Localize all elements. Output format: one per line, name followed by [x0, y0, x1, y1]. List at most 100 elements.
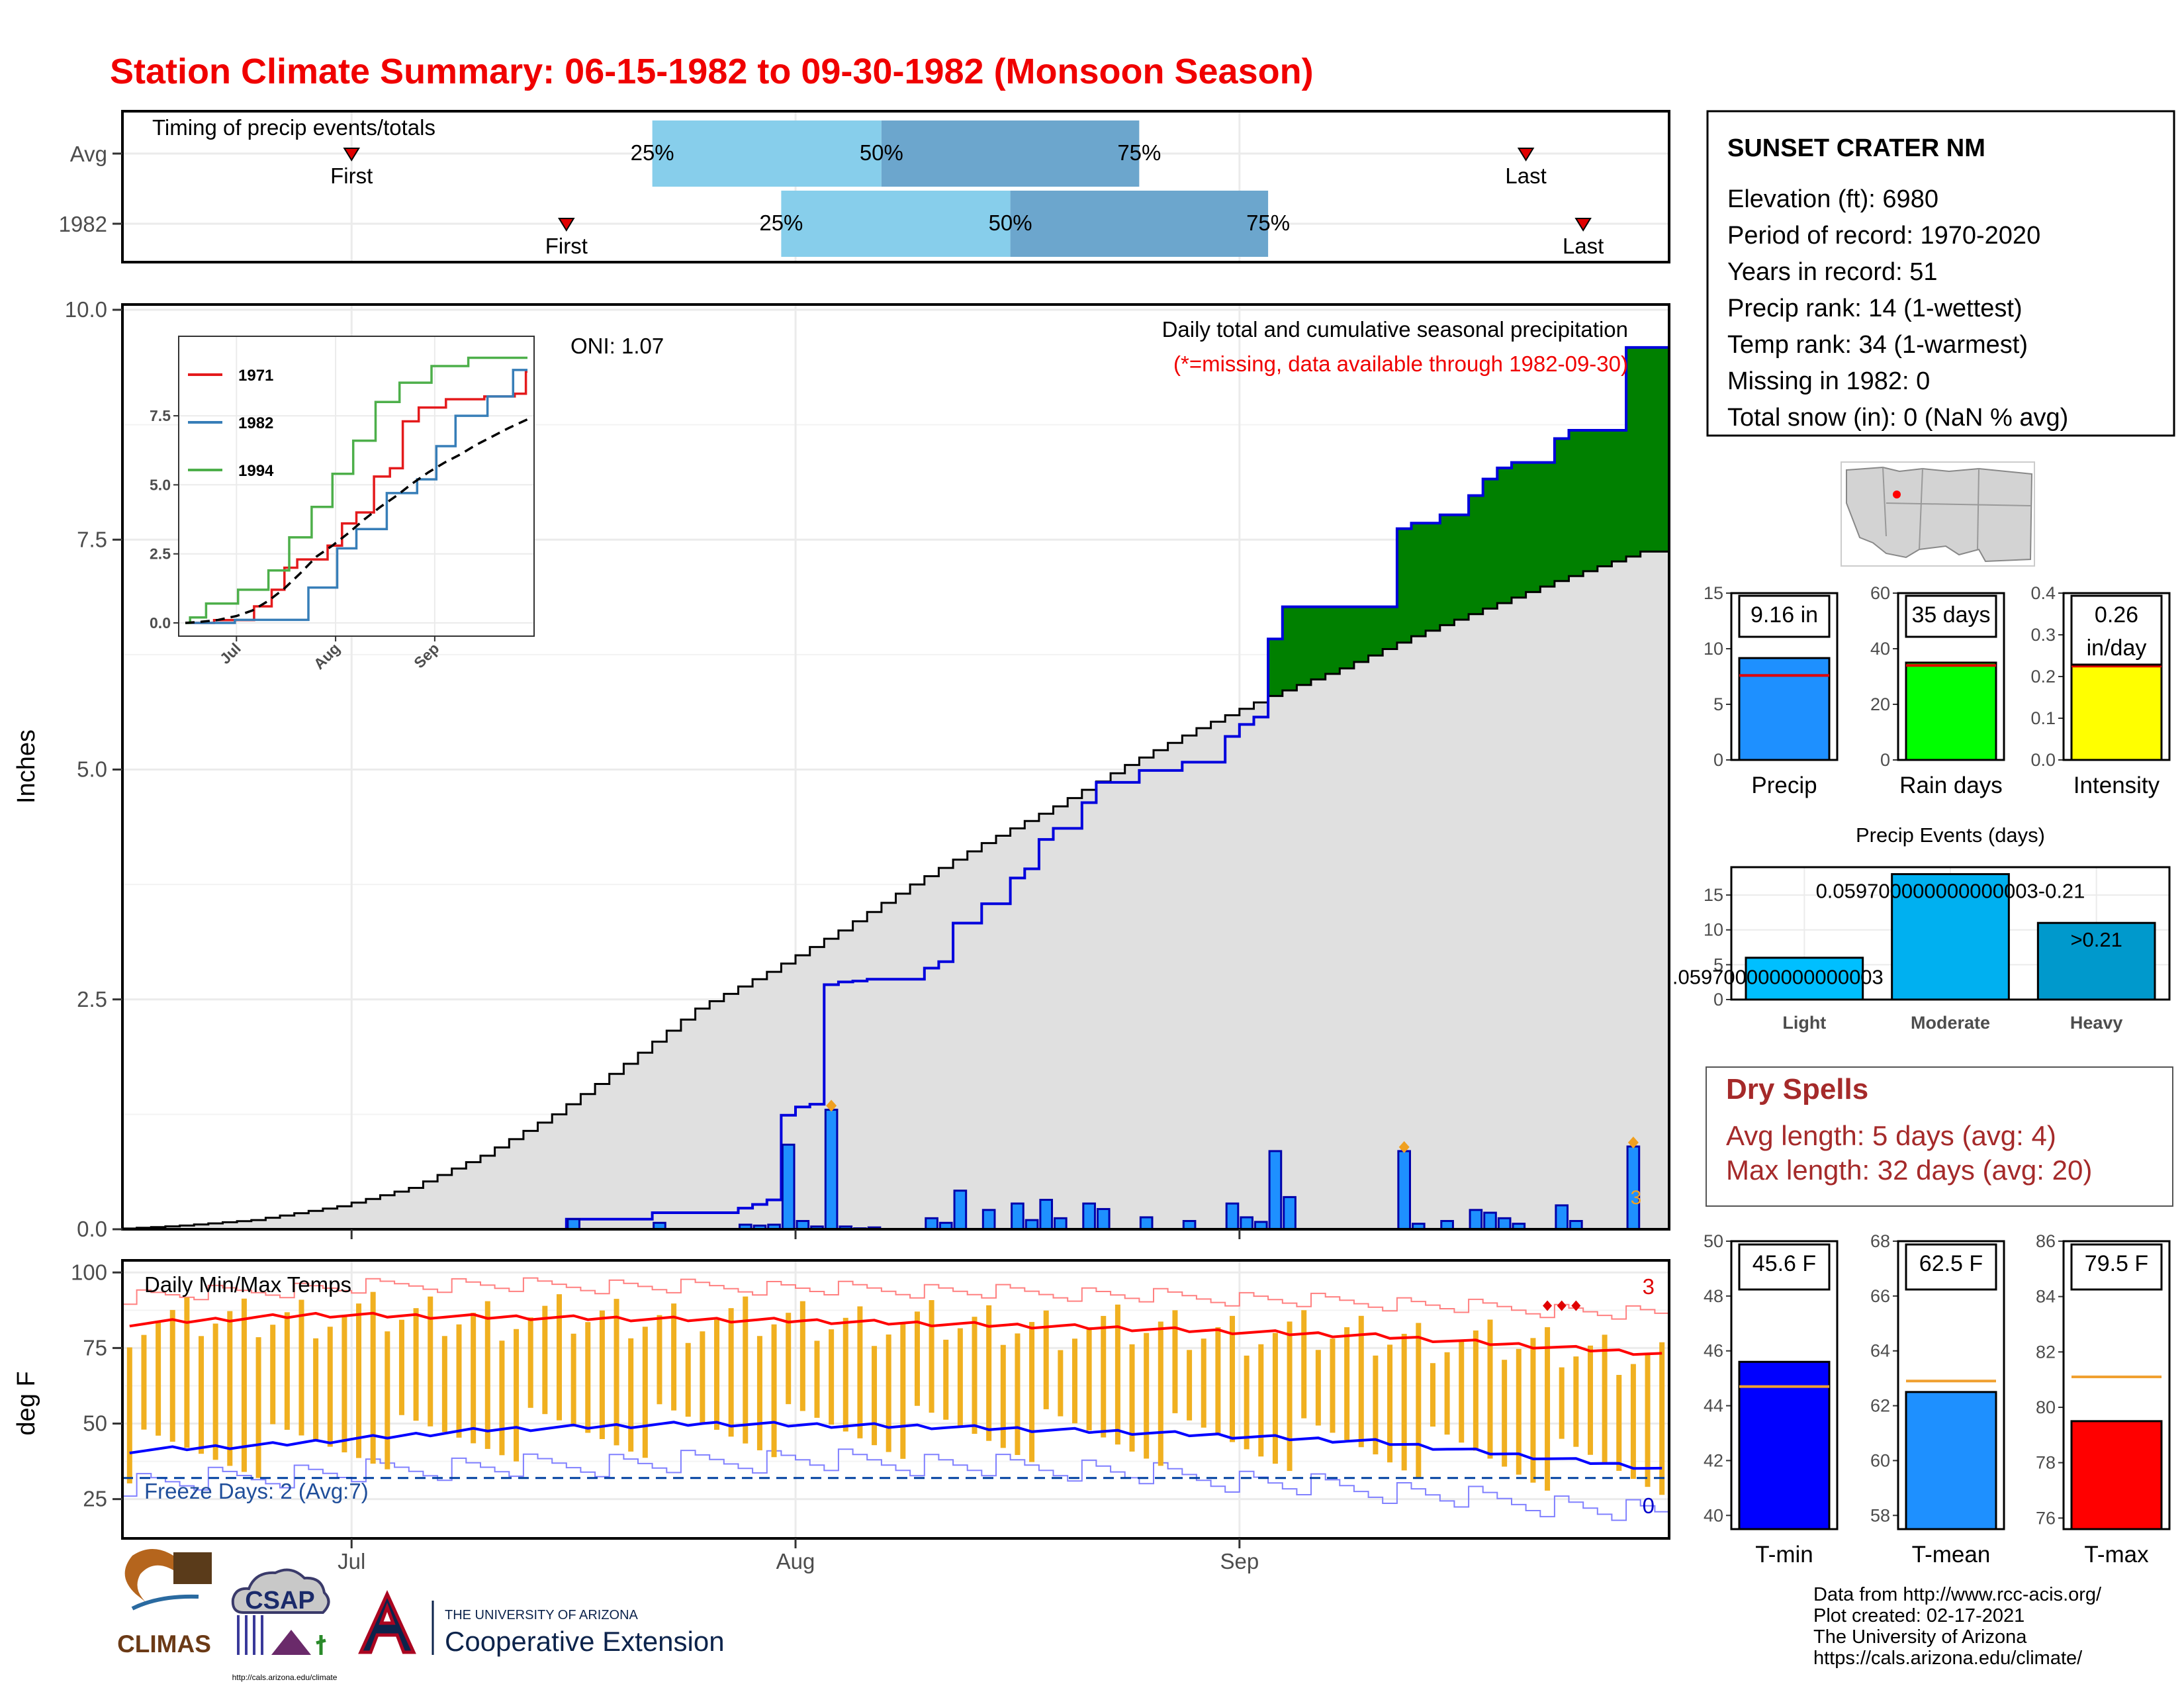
ua-logo: THE UNIVERSITY OF ARIZONA Cooperative Ex…: [358, 1589, 725, 1657]
inset-y-tick-label: 0.0: [150, 614, 171, 632]
temp-range-bar: [957, 1328, 963, 1427]
summary-value-label: 9.16 in: [1751, 602, 1818, 628]
temp-summary-y-tick-label: 48: [1704, 1286, 1723, 1306]
precip-flag-marker: [1627, 1136, 1639, 1149]
temp-range-bar: [385, 1331, 390, 1470]
summary-chart-2: 0.0 0.1 0.2 0.3 0.4 0.26 in/day Intensity: [2030, 583, 2171, 798]
temp-summary-y-tick-label: 60: [1870, 1450, 1890, 1470]
inset-legend-label-1982: 1982: [238, 414, 273, 432]
temp-range-bar: [1272, 1333, 1278, 1464]
timing-last-marker: [1574, 218, 1592, 232]
timing-first-marker: [343, 148, 361, 162]
temp-panel-label: Daily Min/Max Temps: [144, 1272, 351, 1297]
hot-day-marker: [1543, 1300, 1553, 1311]
temp-summary-y-tick-label: 58: [1870, 1505, 1890, 1525]
temp-summary-y-tick-label: 80: [2036, 1397, 2056, 1417]
temp-range-bar: [327, 1327, 333, 1447]
temp-range-bar: [714, 1319, 720, 1430]
temp-range-bar: [1244, 1355, 1250, 1450]
temp-range-bar: [671, 1303, 677, 1411]
temp-range-bar: [814, 1340, 820, 1418]
timing-quartile-label: 50%: [989, 211, 1032, 235]
precip-bar: [1397, 1150, 1411, 1231]
temp-range-bar: [1459, 1341, 1465, 1443]
summary-chart-0: 0 5 10 15 9.16 in Precip: [1704, 583, 1839, 798]
inset-background: [179, 336, 534, 636]
timing-last-label: Last: [1563, 234, 1604, 258]
temp-range-bar: [1344, 1327, 1350, 1440]
temp-range-bar: [1516, 1348, 1522, 1475]
temp-range-bar: [585, 1322, 591, 1433]
precip-bar: [1054, 1217, 1068, 1231]
precip-y-tick-label: 0.0: [77, 1217, 107, 1241]
temp-range-bar: [471, 1313, 477, 1444]
precip-bar: [1483, 1211, 1497, 1231]
temp-range-bar: [456, 1324, 462, 1438]
credit-university: The University of Arizona: [1813, 1626, 2027, 1648]
inset-series-1971: [185, 370, 527, 624]
temp-range-bar: [1115, 1304, 1120, 1445]
inset-frame: [178, 336, 535, 637]
temp-range-bar: [886, 1334, 891, 1452]
temp-summary-value-label: 45.6 F: [1752, 1251, 1816, 1276]
temp-summary-name: T-max: [2084, 1542, 2149, 1568]
precip-bar: [567, 1218, 580, 1231]
precip-flag-marker: [826, 1100, 837, 1112]
station-period: Period of record: 1970-2020: [1727, 222, 2040, 250]
temp-range-bar: [556, 1294, 562, 1421]
timing-quartile-label: 75%: [1246, 211, 1290, 235]
temp-range-bar: [1071, 1338, 1077, 1424]
station-temp-rank: Temp rank: 34 (1-warmest): [1727, 331, 2028, 359]
precip-bar: [1283, 1196, 1297, 1231]
temp-summary-y-tick-label: 66: [1870, 1286, 1890, 1306]
temp-range-bar: [872, 1346, 878, 1446]
summary-label-box: [1738, 594, 1831, 638]
map-state-borders: [1882, 467, 2031, 550]
temp-summary-y-tick-label: 82: [2036, 1342, 2056, 1362]
precip-bar: [1024, 1219, 1039, 1231]
events-category-label: Moderate: [1911, 1013, 1990, 1033]
station-elevation: Elevation (ft): 6980: [1727, 185, 1938, 213]
temp-range-bar: [1630, 1364, 1636, 1479]
precip-caption: Daily total and cumulative seasonal prec…: [1162, 317, 1628, 342]
temp-range-bar: [1645, 1353, 1651, 1487]
summary-value-bar: [1905, 661, 1997, 761]
station-years: Years in record: 51: [1727, 258, 1938, 286]
temp-range-bar: [1187, 1350, 1193, 1421]
temp-range-bar: [657, 1315, 662, 1405]
temp-summary-name: T-min: [1755, 1542, 1813, 1568]
inset-series-lines: [185, 356, 527, 624]
temp-range-bar: [126, 1347, 132, 1483]
summary-y-tick-label: 0.2: [2030, 667, 2056, 686]
inset-gridlines: [179, 336, 534, 636]
precip-bar: [1139, 1216, 1154, 1231]
temp-range-bar: [570, 1333, 576, 1427]
temp-range-bar: [1387, 1344, 1393, 1463]
temp-range-bar: [1000, 1344, 1006, 1448]
hot-day-marker: [1571, 1300, 1581, 1311]
temp-summary-value-bar: [1738, 1360, 1831, 1530]
summary-y-tick-label: 0.0: [2030, 750, 2056, 770]
precip-bar: [1555, 1204, 1569, 1231]
precip-y-tick-label: 5.0: [77, 757, 107, 782]
credit-url: https://cals.arizona.edu/climate/: [1813, 1648, 2083, 1669]
timing-first-label: First: [545, 234, 588, 258]
temp-range-bar: [599, 1310, 605, 1439]
precip-events-chart: Precip Events (days) 0 5 10 15 Light .0597000…: [1672, 823, 2171, 1033]
summary-y-tick-label: 60: [1870, 583, 1890, 603]
inset-series-1982: [185, 369, 527, 624]
temp-range-bar: [986, 1305, 992, 1441]
temp-range-bar: [284, 1312, 290, 1430]
temp-range-bar: [156, 1322, 161, 1436]
timing-quartile-label: 50%: [860, 140, 903, 165]
timing-label: Timing of precip events/totals: [152, 115, 435, 140]
temp-summary-frame: [1897, 1240, 2005, 1530]
temp-range-bar: [341, 1315, 347, 1453]
temp-gridlines: [124, 1262, 1668, 1537]
timing-first-label: First: [330, 164, 373, 188]
precip-flag-markers: [826, 1100, 1639, 1153]
temp-range-bar: [771, 1324, 777, 1458]
temp-range-bar: [356, 1303, 362, 1458]
